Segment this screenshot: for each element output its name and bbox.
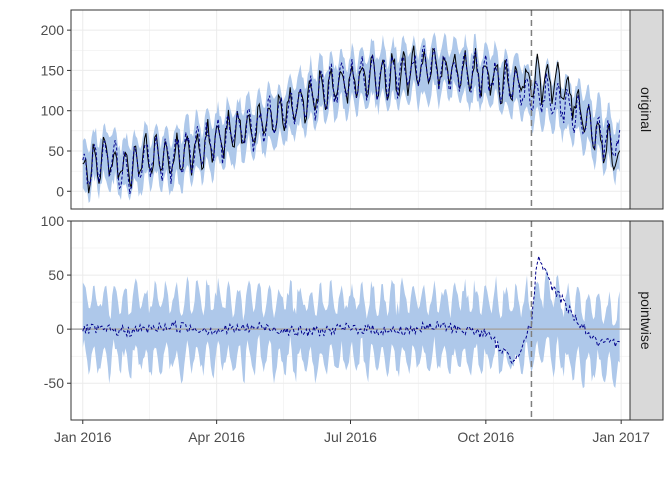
- y-tick-label: 0: [56, 321, 64, 337]
- prediction-line: [82, 256, 620, 365]
- y-tick-label: 50: [48, 143, 64, 159]
- y-tick-label: 200: [41, 22, 65, 38]
- y-tick-label: 100: [41, 103, 65, 119]
- strip-label: pointwise: [638, 291, 654, 350]
- facet-strip: original: [629, 9, 664, 210]
- series-layer: [82, 10, 621, 209]
- y-tick-label: 100: [41, 213, 65, 229]
- x-tick-label: Jan 2017: [592, 429, 650, 445]
- x-tick-label: Jan 2016: [54, 429, 112, 445]
- series-layer: [71, 221, 630, 420]
- y-tick-label: 50: [48, 267, 64, 283]
- panel-original: 0 50 100 150 200 original: [41, 9, 664, 210]
- y-ticks: 0 50 100 150 200: [41, 22, 71, 199]
- strip-label: original: [638, 87, 654, 132]
- x-tick-label: Apr 2016: [188, 429, 245, 445]
- x-tick-label: Jul 2016: [324, 429, 377, 445]
- x-axis: Jan 2016 Apr 2016 Jul 2016 Oct 2016 Jan 2017: [54, 420, 650, 445]
- strip-background: [629, 9, 664, 210]
- band-layer: [82, 32, 620, 204]
- x-tick-label: Oct 2016: [457, 429, 514, 445]
- y-ticks: -50 0 50 100: [41, 213, 71, 391]
- prediction-line: [82, 45, 621, 195]
- observed-line: [82, 45, 621, 194]
- y-tick-label: 0: [56, 183, 64, 199]
- y-tick-label: 150: [41, 62, 65, 78]
- y-tick-label: -50: [44, 375, 64, 391]
- strip-background: [629, 220, 664, 421]
- prediction-interval-band: [82, 32, 620, 204]
- facet-strip: pointwise: [629, 220, 664, 421]
- panel-pointwise: -50 0 50 100 pointwise: [41, 213, 664, 421]
